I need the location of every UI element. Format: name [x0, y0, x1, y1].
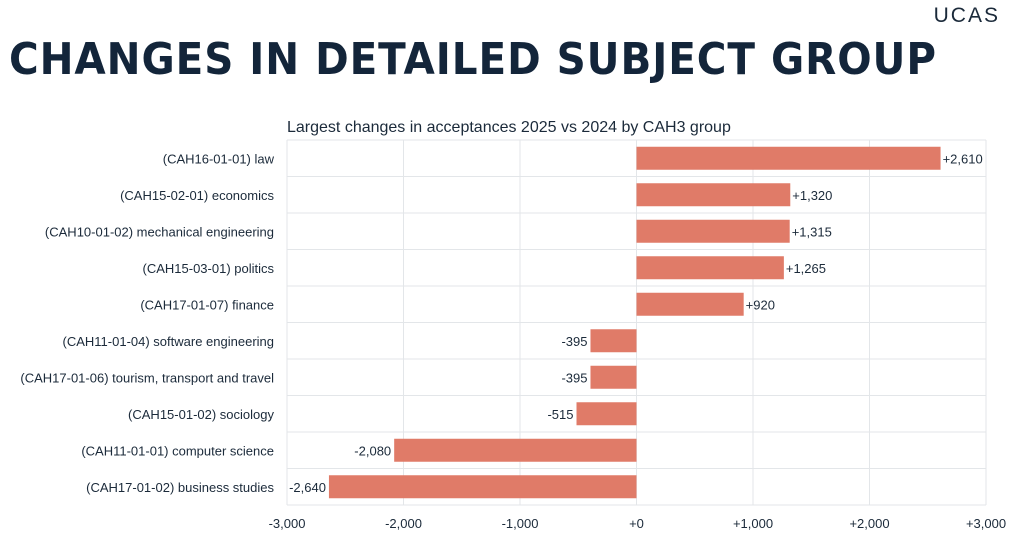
data-label: -395: [561, 370, 587, 385]
data-label: -2,640: [289, 480, 326, 495]
bar: [590, 329, 637, 353]
category-label: (CAH11-01-01) computer science: [81, 443, 274, 458]
data-label: +2,610: [943, 151, 983, 166]
bar: [394, 438, 637, 462]
data-label: +1,315: [792, 224, 832, 239]
x-tick-label: +1,000: [733, 516, 773, 531]
category-label: (CAH17-01-06) tourism, transport and tra…: [20, 370, 274, 385]
bar: [576, 402, 637, 426]
x-tick-label: +0: [629, 516, 644, 531]
category-label: (CAH15-02-01) economics: [120, 188, 274, 203]
grid-layer: [286, 139, 987, 506]
bar: [636, 292, 744, 316]
category-label: (CAH16-01-01) law: [163, 151, 275, 166]
category-label: (CAH10-01-02) mechanical engineering: [45, 224, 274, 239]
category-label: (CAH17-01-07) finance: [140, 297, 274, 312]
x-tick-label: -2,000: [385, 516, 422, 531]
bars-layer: [328, 146, 941, 499]
data-label: +1,265: [786, 261, 826, 276]
bar: [636, 219, 790, 243]
data-label: -2,080: [354, 443, 391, 458]
x-tick-labels: -3,000 -2,000 -1,000 +0 +1,000 +2,000 +3,000: [269, 516, 1007, 531]
bar: [636, 146, 941, 170]
data-labels: +2,610 +1,320 +1,315 +1,265 +920 -395 -395 -515…: [289, 151, 983, 495]
data-label: +920: [746, 297, 775, 312]
data-label: +1,320: [792, 188, 832, 203]
bar: [636, 256, 784, 280]
category-label: (CAH15-03-01) politics: [143, 261, 275, 276]
x-tick-label: -1,000: [502, 516, 539, 531]
bar: [590, 365, 637, 389]
x-tick-label: +3,000: [966, 516, 1006, 531]
chart-title: Largest changes in acceptances 2025 vs 2…: [287, 119, 731, 136]
x-tick-label: -3,000: [269, 516, 306, 531]
bar: [328, 475, 637, 499]
category-labels: (CAH16-01-01) law (CAH15-02-01) economics…: [20, 151, 274, 495]
category-label: (CAH15-01-02) sociology: [128, 407, 274, 422]
bar: [636, 183, 791, 207]
data-label: -515: [547, 407, 573, 422]
page-title: CHANGES IN DETAILED SUBJECT GROUP: [9, 34, 937, 85]
data-label: -395: [561, 334, 587, 349]
category-label: (CAH11-01-04) software engineering: [63, 334, 274, 349]
category-label: (CAH17-01-02) business studies: [86, 480, 274, 495]
ucas-logo: UCAS: [933, 4, 1000, 27]
x-tick-label: +2,000: [849, 516, 889, 531]
